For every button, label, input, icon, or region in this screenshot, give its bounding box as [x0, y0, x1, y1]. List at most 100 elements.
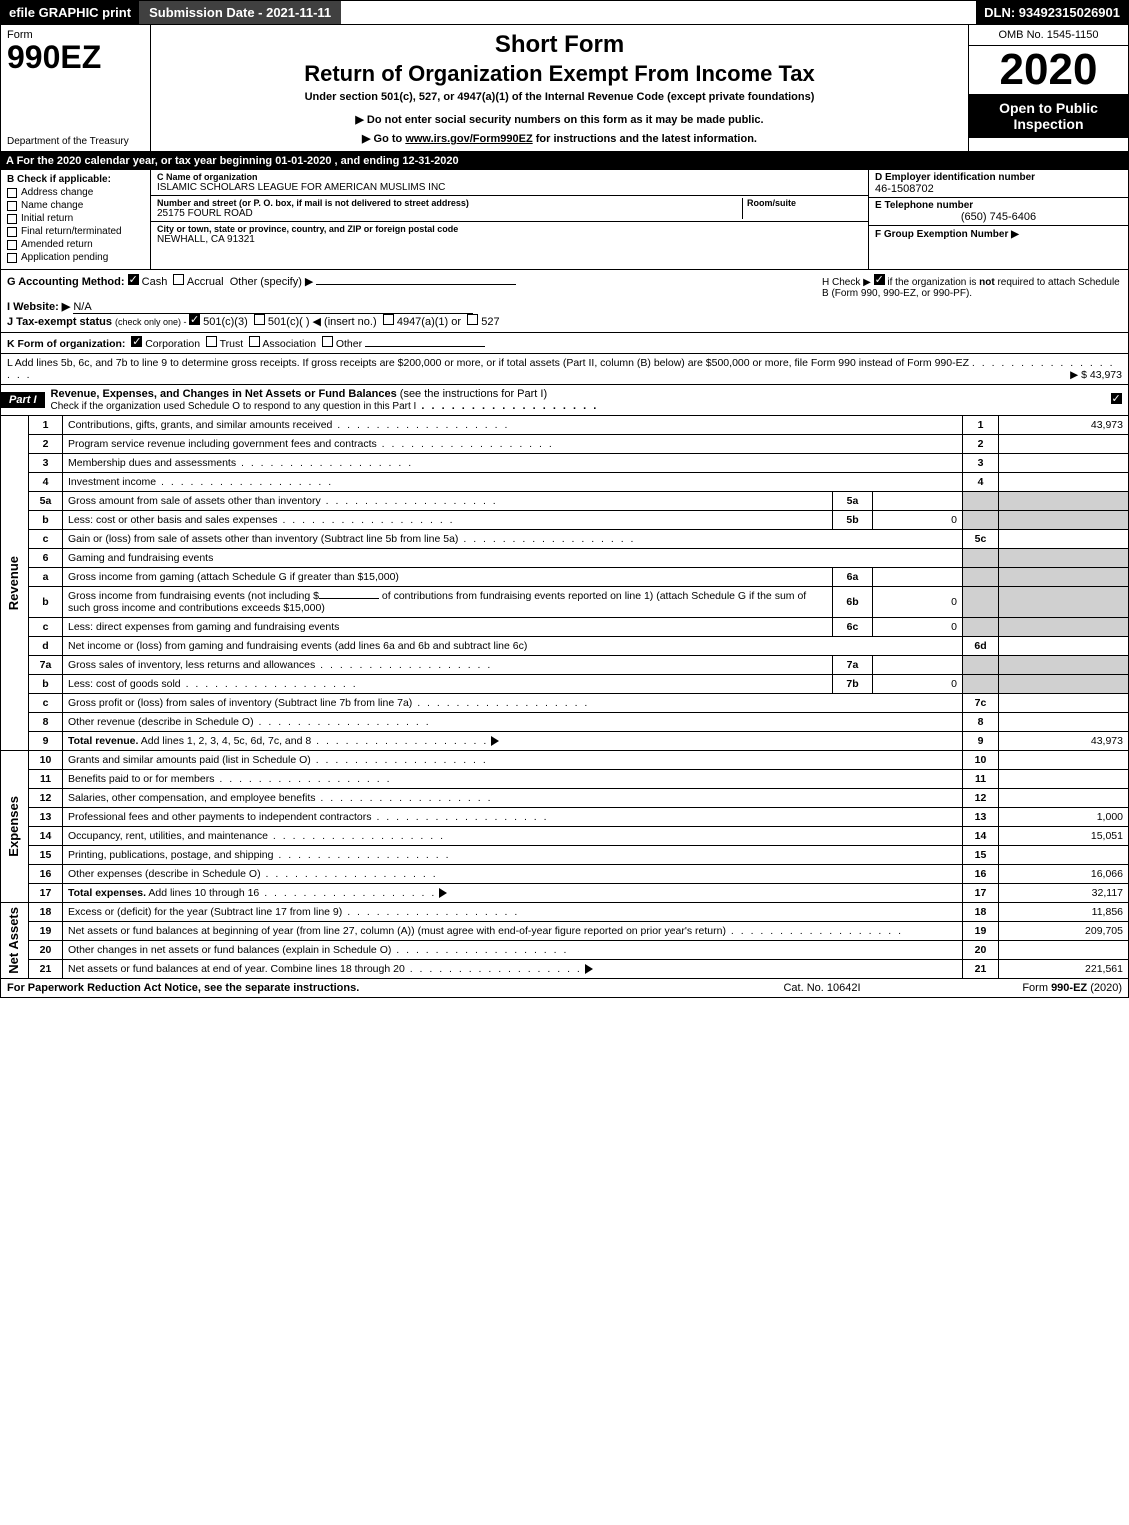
lnum: 13	[29, 808, 63, 827]
chk-address-change[interactable]: Address change	[7, 187, 144, 198]
subval: 0	[873, 675, 963, 694]
ldesc: Gain or (loss) from sale of assets other…	[68, 533, 458, 545]
ldesc: Occupancy, rent, utilities, and maintena…	[68, 830, 268, 842]
chk-assoc-icon[interactable]	[249, 336, 260, 347]
chk-527-icon[interactable]	[467, 314, 478, 325]
ldesc: Professional fees and other payments to …	[68, 811, 372, 823]
group-exemption-box: F Group Exemption Number ▶	[869, 226, 1128, 242]
chk-name-change[interactable]: Name change	[7, 200, 144, 211]
org-name-box: C Name of organization ISLAMIC SCHOLARS …	[151, 170, 868, 196]
chk-other-icon[interactable]	[322, 336, 333, 347]
addr-label: Number and street (or P. O. box, if mail…	[157, 198, 742, 208]
dots-icon	[405, 963, 582, 975]
shade	[999, 656, 1129, 675]
lnum: 10	[29, 751, 63, 770]
j-501c: 501(c)( ) ◀ (insert no.)	[268, 316, 377, 328]
f-label: F Group Exemption Number ▶	[875, 229, 1019, 240]
lnum: b	[29, 675, 63, 694]
h-box: H Check ▶ if the organization is not req…	[822, 274, 1122, 328]
part1-schedule-o-check[interactable]	[1104, 393, 1128, 407]
lnum: 16	[29, 865, 63, 884]
sublab: 5b	[833, 511, 873, 530]
ldesc: Add lines 10 through 16	[146, 887, 259, 899]
contrib-input[interactable]	[319, 598, 379, 599]
dots-icon	[261, 868, 438, 880]
rlab: 11	[963, 770, 999, 789]
subval	[873, 568, 963, 587]
rval: 11,856	[999, 903, 1129, 922]
chk-501c3-icon[interactable]	[189, 314, 200, 325]
section-b-checkboxes: B Check if applicable: Address change Na…	[1, 170, 151, 269]
dots-icon	[311, 735, 488, 747]
line-18: Net Assets 18Excess or (deficit) for the…	[1, 903, 1129, 922]
header-right: OMB No. 1545-1150 2020 Open to Public In…	[968, 25, 1128, 151]
dots-icon	[372, 811, 549, 823]
j-4947: 4947(a)(1) or	[397, 316, 461, 328]
dots-icon	[416, 400, 598, 412]
checkbox-icon	[7, 227, 17, 237]
line-15: 15Printing, publications, postage, and s…	[1, 846, 1129, 865]
h-text1: H Check ▶	[822, 277, 871, 288]
ldesc: Other expenses (describe in Schedule O)	[68, 868, 261, 880]
g-other: Other (specify) ▶	[230, 276, 314, 288]
dots-icon	[342, 906, 519, 918]
chk-label: Initial return	[21, 213, 73, 224]
d-label: D Employer identification number	[875, 172, 1122, 183]
g-other-input[interactable]	[316, 284, 516, 285]
lnum: 1	[29, 416, 63, 435]
paperwork-notice: For Paperwork Reduction Act Notice, see …	[7, 982, 722, 994]
checkbox-icon	[7, 201, 17, 211]
rlab: 17	[963, 884, 999, 903]
part1-title: Revenue, Expenses, and Changes in Net As…	[45, 385, 1104, 415]
lnum: 4	[29, 473, 63, 492]
chk-amended-return[interactable]: Amended return	[7, 239, 144, 250]
e-label: E Telephone number	[875, 200, 1122, 211]
ldesc: Grants and similar amounts paid (list in…	[68, 754, 311, 766]
chk-initial-return[interactable]: Initial return	[7, 213, 144, 224]
i-label: I Website: ▶	[7, 301, 70, 313]
part1-table: Revenue 1 Contributions, gifts, grants, …	[0, 416, 1129, 979]
chk-trust-icon[interactable]	[206, 336, 217, 347]
ldesc: Net assets or fund balances at end of ye…	[68, 963, 405, 975]
checkbox-cash-icon[interactable]	[128, 274, 139, 285]
tel-box: E Telephone number (650) 745-6406	[869, 198, 1128, 226]
lnum: c	[29, 530, 63, 549]
rlab: 16	[963, 865, 999, 884]
checkbox-icon	[7, 214, 17, 224]
topbar-spacer	[341, 1, 976, 24]
street-address: 25175 FOURL ROAD	[157, 208, 742, 219]
rlab: 7c	[963, 694, 999, 713]
h-checkbox-icon[interactable]	[874, 274, 885, 285]
checkbox-accrual-icon[interactable]	[173, 274, 184, 285]
sublab: 6c	[833, 618, 873, 637]
dots-icon	[268, 830, 445, 842]
rlab: 8	[963, 713, 999, 732]
line-2: 2Program service revenue including gover…	[1, 435, 1129, 454]
chk-corp-icon[interactable]	[131, 336, 142, 347]
checkbox-icon	[7, 240, 17, 250]
ldesc: Contributions, gifts, grants, and simila…	[68, 419, 332, 431]
chk-label: Final return/terminated	[21, 226, 122, 237]
chk-application-pending[interactable]: Application pending	[7, 252, 144, 263]
chk-501c-icon[interactable]	[254, 314, 265, 325]
h-text2: if the organization is	[887, 277, 979, 288]
rlab: 19	[963, 922, 999, 941]
chk-4947-icon[interactable]	[383, 314, 394, 325]
ldesc: Gross profit or (loss) from sales of inv…	[68, 697, 412, 709]
chk-final-return[interactable]: Final return/terminated	[7, 226, 144, 237]
line-21: 21Net assets or fund balances at end of …	[1, 960, 1129, 979]
dots-icon	[391, 944, 568, 956]
shade	[999, 568, 1129, 587]
dots-icon	[321, 495, 498, 507]
short-form-title: Short Form	[157, 31, 962, 59]
k-other-input[interactable]	[365, 346, 485, 347]
k-assoc: Association	[262, 338, 316, 350]
line-19: 19Net assets or fund balances at beginni…	[1, 922, 1129, 941]
row-g-h: G Accounting Method: Cash Accrual Other …	[0, 270, 1129, 333]
lnum: 3	[29, 454, 63, 473]
room-label: Room/suite	[747, 198, 862, 208]
form-header: Form 990EZ Department of the Treasury Sh…	[0, 25, 1129, 152]
irs-link[interactable]: www.irs.gov/Form990EZ	[405, 133, 532, 145]
shade	[999, 549, 1129, 568]
cat-no: Cat. No. 10642I	[722, 982, 922, 994]
